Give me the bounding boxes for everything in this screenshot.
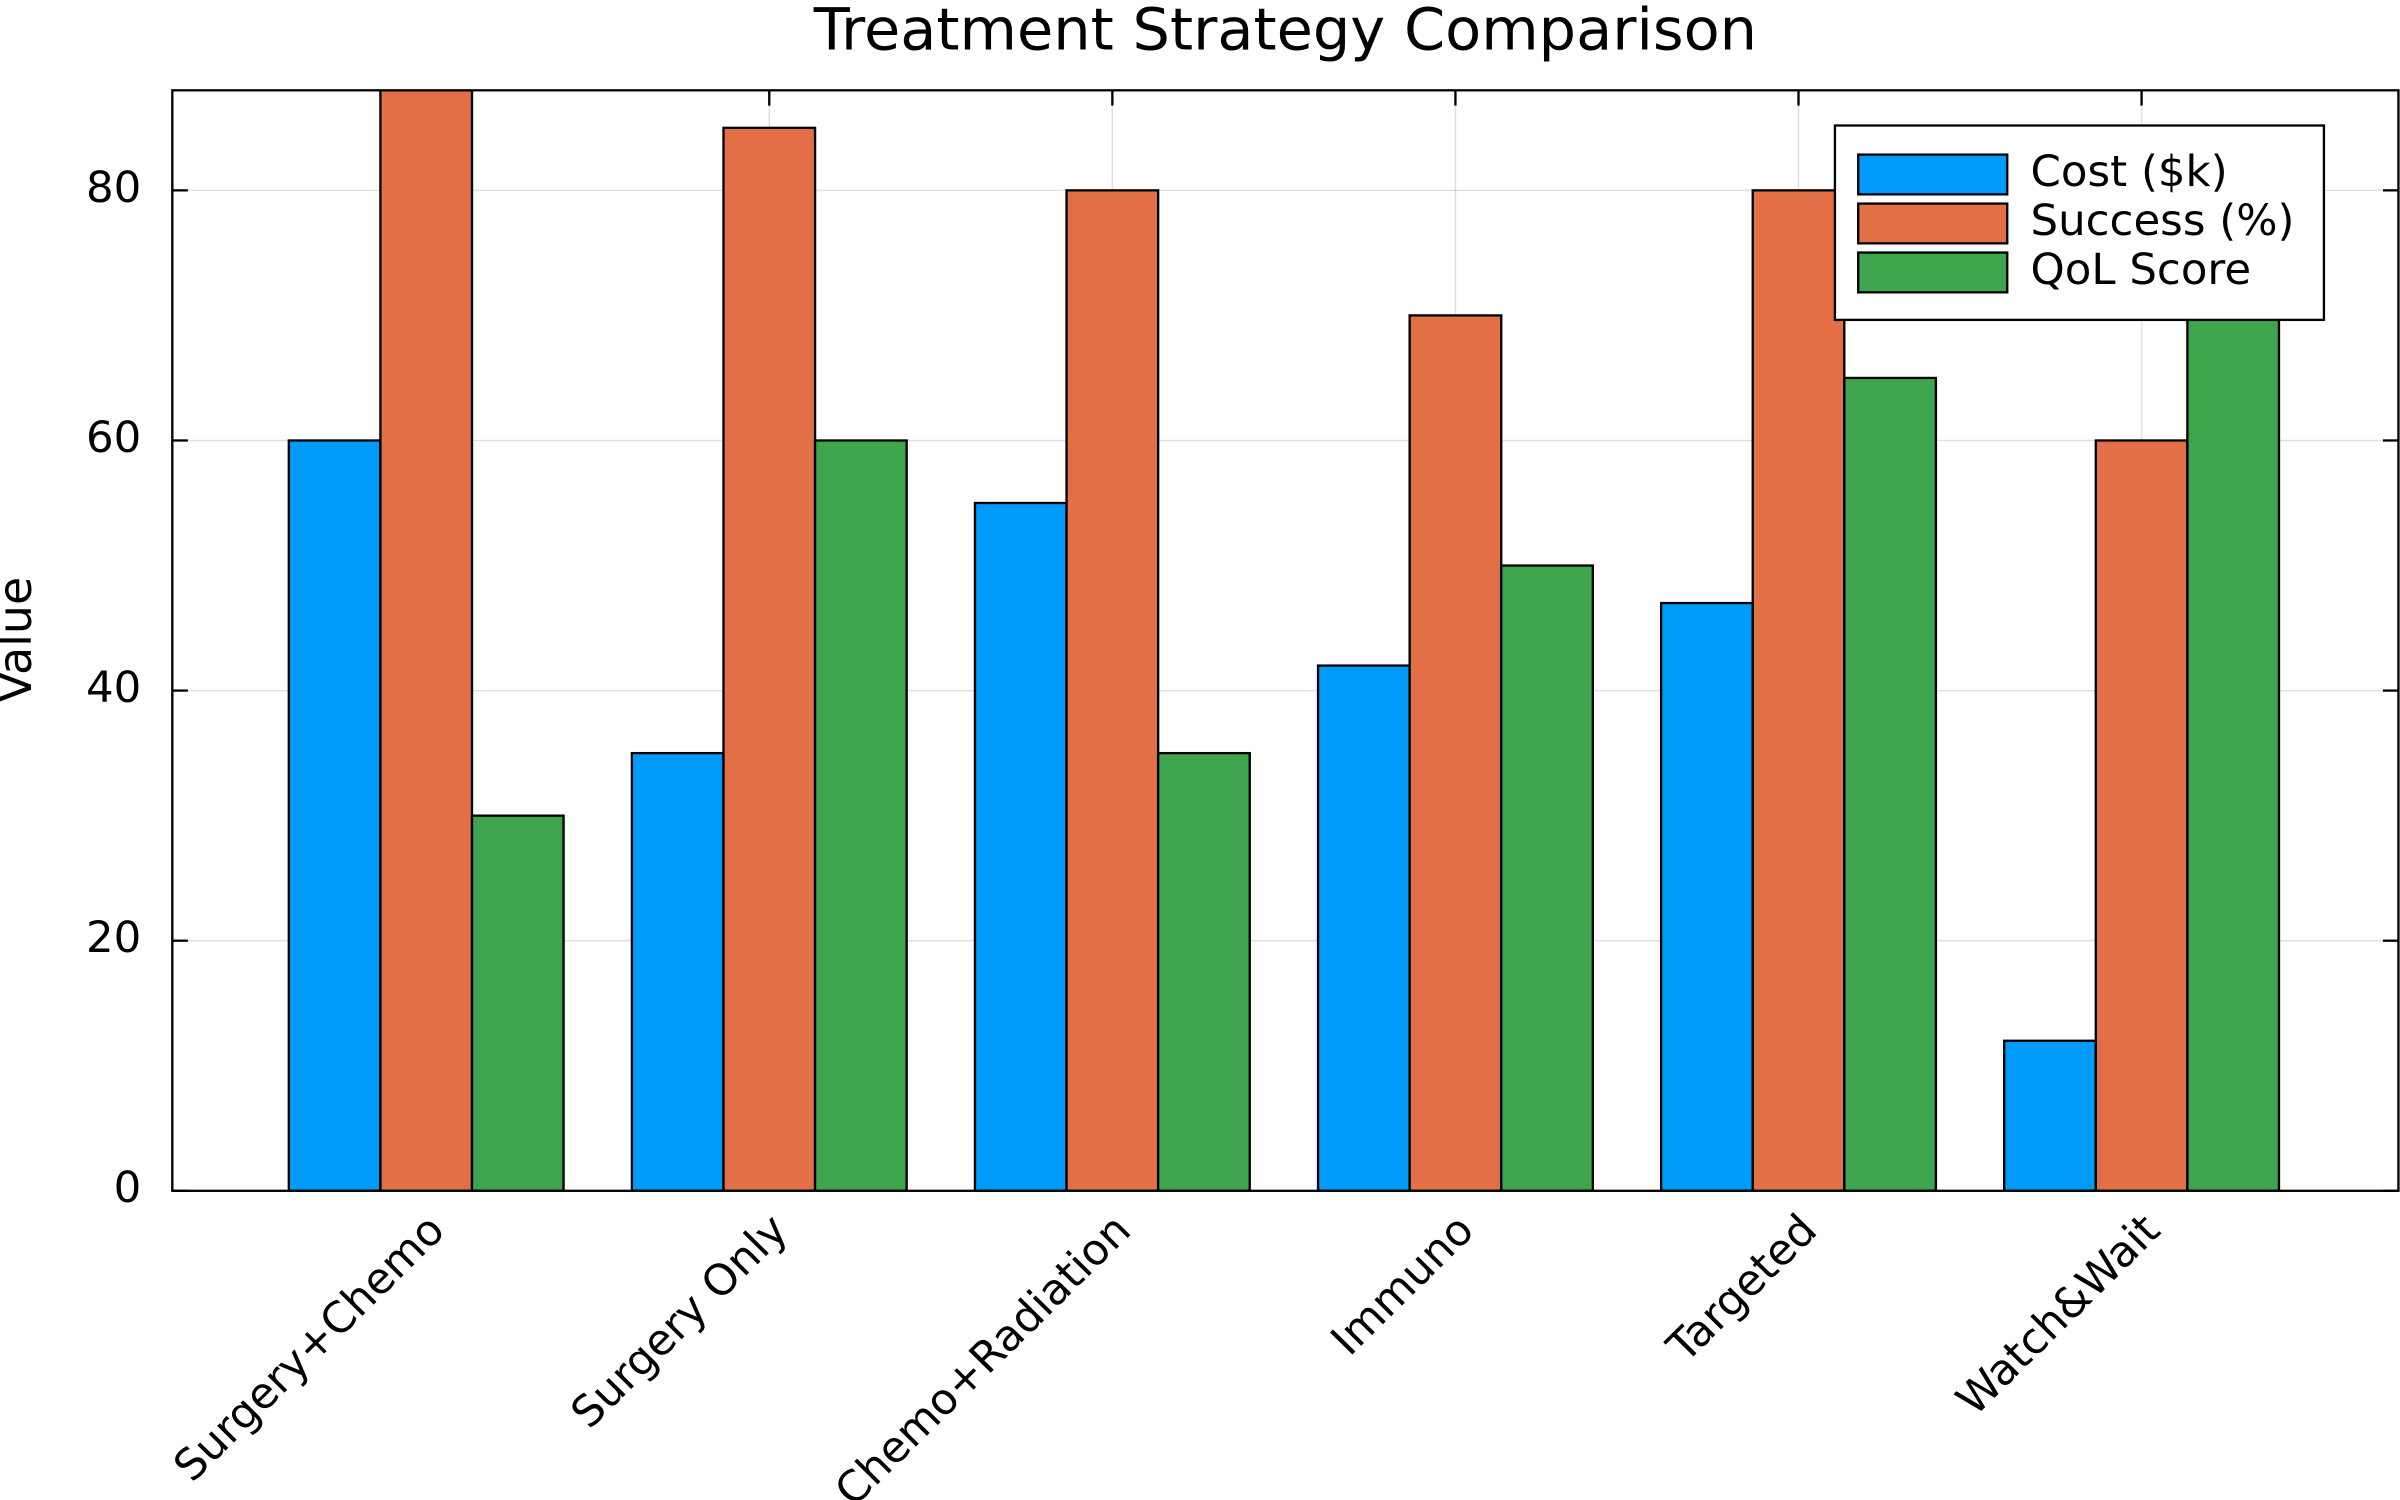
y-tick-label: 60 — [86, 413, 141, 463]
bar — [1751, 189, 1846, 1191]
x-tick-label: Immuno — [1322, 1205, 1484, 1365]
bars — [287, 90, 2281, 1191]
legend-swatch — [1857, 251, 2009, 294]
y-tick-label: 0 — [114, 1164, 142, 1214]
x-tick-label: Surgery Only — [562, 1205, 798, 1438]
x-tick-label: Targeted — [1657, 1205, 1827, 1372]
bar — [1316, 664, 1411, 1191]
bar — [973, 501, 1068, 1191]
bar — [722, 126, 817, 1191]
legend-swatch — [1857, 202, 2009, 245]
bar — [630, 751, 725, 1191]
bar — [470, 814, 565, 1191]
y-tick-label: 80 — [86, 163, 141, 213]
bar — [1408, 314, 1503, 1191]
bar — [1659, 601, 1754, 1191]
y-axis-label: Value — [0, 577, 42, 703]
y-tick-label: 40 — [86, 663, 141, 713]
bar — [1156, 751, 1251, 1191]
bar — [2094, 439, 2189, 1191]
bar — [2003, 1039, 2097, 1191]
legend-label: Success (%) — [2031, 196, 2295, 246]
legend-label: QoL Score — [2031, 245, 2252, 295]
bar — [1065, 189, 1160, 1191]
bar — [1843, 376, 1938, 1191]
x-tick-label: Surgery+Chemo — [164, 1205, 454, 1491]
bar — [2186, 251, 2281, 1191]
bar — [379, 90, 474, 1191]
legend-swatch — [1857, 153, 2009, 196]
bar — [813, 439, 908, 1191]
plot-frame — [171, 89, 2400, 1192]
bar — [1500, 564, 1594, 1191]
x-tick-label: Chemo+Radiation — [826, 1205, 1141, 1500]
y-tick-label: 20 — [86, 913, 141, 963]
x-tick-label: Watch&Wait — [1947, 1205, 2170, 1425]
legend-label: Cost ($k) — [2031, 147, 2228, 197]
chart-title: Treatment Strategy Comparison — [813, 0, 1757, 64]
bar — [287, 439, 382, 1191]
